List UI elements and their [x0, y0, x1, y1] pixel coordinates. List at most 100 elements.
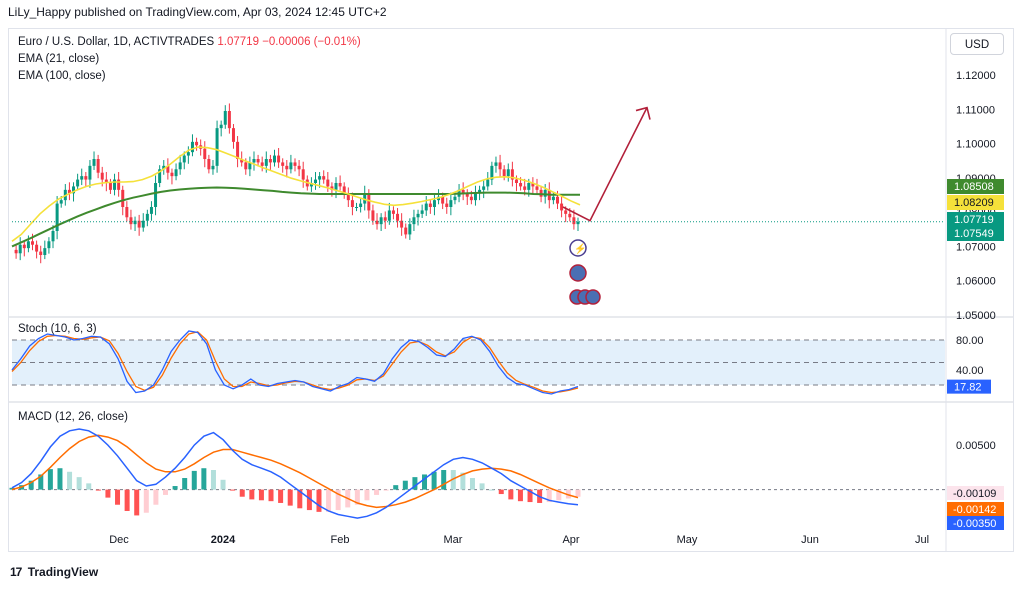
candle-body — [338, 183, 342, 187]
candle-body — [342, 186, 346, 194]
candle-body — [424, 203, 428, 211]
macd-histogram-bar — [517, 489, 523, 502]
macd-histogram-bar — [249, 489, 255, 500]
candle-body — [367, 193, 371, 211]
macd-histogram-bar — [47, 469, 53, 490]
stoch-value-tag — [947, 379, 991, 394]
candle-body — [158, 169, 162, 183]
macd-histogram-bar — [575, 489, 581, 497]
candle-body — [240, 159, 244, 163]
macd-histogram-bar — [67, 471, 73, 490]
candle-body — [231, 128, 235, 142]
stoch-legend[interactable]: Stoch (10, 6, 3) — [18, 323, 97, 335]
candle-body — [51, 231, 55, 242]
candle-body — [555, 196, 559, 204]
price-label-tag — [947, 195, 1004, 210]
price-change: −0.00006 (−0.01%) — [262, 36, 361, 48]
price-tick-label: 1.10000 — [956, 139, 996, 151]
candle-body — [371, 210, 375, 221]
candle-body — [416, 213, 420, 218]
candle-body — [383, 217, 387, 221]
macd-histogram-bar — [441, 470, 447, 490]
macd-histogram-bar — [76, 477, 82, 490]
macd-histogram-bar — [230, 489, 236, 491]
candle-body — [498, 162, 502, 170]
candle-body — [281, 162, 285, 166]
candle-body — [432, 200, 436, 207]
candle-body — [404, 227, 408, 235]
price-label-text: 1.07719 — [954, 214, 994, 226]
candle-body — [178, 162, 182, 170]
candle-body — [527, 183, 531, 190]
ema21-legend[interactable]: EMA (21, close) — [18, 53, 100, 65]
currency-button[interactable]: USD — [950, 33, 1004, 55]
candle-body — [260, 162, 264, 166]
candle-body — [400, 220, 404, 228]
price-label-tag — [947, 179, 1004, 194]
macd-value-text: -0.00350 — [953, 518, 996, 530]
candle-body — [445, 203, 449, 207]
candle-body — [301, 169, 305, 180]
candle-body — [453, 196, 457, 201]
candle-body — [514, 179, 518, 183]
candle-body — [473, 193, 477, 201]
candle-body — [80, 176, 84, 180]
time-axis-label: Jun — [801, 534, 819, 546]
candle-body — [441, 196, 445, 204]
price-label-text: 1.08508 — [954, 181, 994, 193]
macd-value-tag — [947, 486, 1004, 500]
price-tick-label: 1.06000 — [956, 276, 996, 288]
candle-body — [494, 162, 498, 166]
macd-histogram-bar — [258, 489, 264, 501]
candle-body — [174, 169, 178, 177]
candle-body — [408, 224, 412, 235]
macd-histogram-bar — [460, 472, 466, 490]
macd-legend[interactable]: MACD (12, 26, close) — [18, 411, 128, 423]
macd-histogram-bar — [565, 489, 571, 499]
economic-event-icon — [569, 264, 587, 282]
candle-body — [72, 186, 76, 194]
price-label-tag — [947, 226, 1004, 241]
macd-histogram-bar — [297, 489, 303, 509]
candle-body — [207, 159, 211, 170]
macd-histogram-bar — [86, 483, 92, 490]
candle-body — [256, 159, 260, 163]
macd-value-tag — [947, 502, 1004, 516]
macd-histogram-bar — [220, 479, 226, 490]
macd-histogram-bar — [124, 489, 130, 511]
price-tick-label: 1.05000 — [956, 310, 996, 322]
macd-histogram-bar — [326, 489, 332, 512]
candle-body — [318, 176, 322, 180]
candle-body — [412, 217, 416, 225]
tradingview-brand[interactable]: 17 TradingView — [10, 565, 98, 579]
candle-body — [67, 189, 71, 194]
macd-histogram-bar — [172, 486, 178, 490]
candle-body — [535, 186, 539, 190]
candle-body — [96, 159, 100, 173]
candle-body — [350, 200, 354, 207]
macd-histogram-bar — [383, 489, 389, 491]
macd-histogram-bar — [450, 470, 456, 490]
price-tick-label: 1.07000 — [956, 241, 996, 253]
macd-histogram-bar — [354, 489, 360, 505]
ema100-line — [11, 186, 580, 248]
macd-histogram-bar — [153, 489, 159, 505]
candle-body — [108, 183, 112, 190]
candle-body — [35, 244, 39, 252]
ema100-legend[interactable]: EMA (100, close) — [18, 70, 106, 82]
candle-body — [100, 172, 104, 180]
price-label-text: 1.07549 — [954, 228, 994, 240]
symbol-name[interactable]: Euro / U.S. Dollar, 1D, ACTIVTRADES — [18, 36, 215, 48]
projection-arrow — [562, 107, 648, 222]
candle-body — [186, 152, 190, 156]
time-axis-label: 2024 — [211, 534, 236, 546]
macd-histogram-bar — [431, 471, 437, 490]
candle-body — [309, 183, 313, 187]
time-axis-label: Dec — [109, 534, 129, 546]
candle-body — [211, 165, 215, 170]
candle-body — [523, 186, 527, 190]
candle-body — [359, 203, 363, 207]
candle-body — [39, 251, 43, 255]
candle-body — [215, 128, 219, 166]
